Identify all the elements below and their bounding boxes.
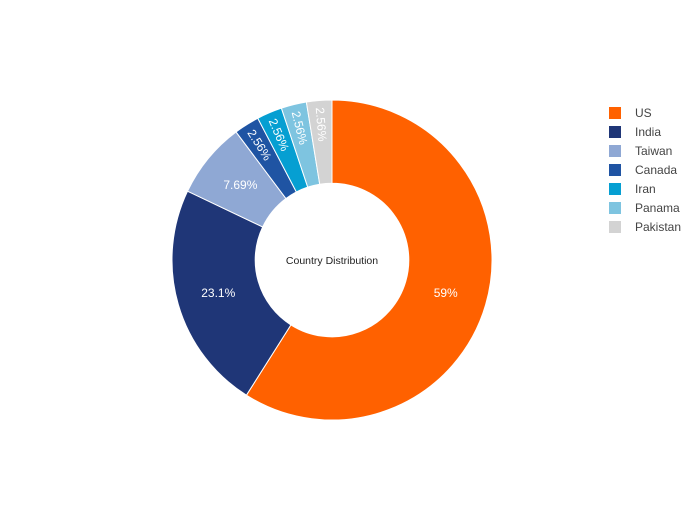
legend-item-taiwan[interactable]: Taiwan xyxy=(609,144,672,158)
legend-swatch-india xyxy=(609,126,621,138)
legend-item-india[interactable]: India xyxy=(609,125,661,139)
legend-label-canada: Canada xyxy=(635,163,677,177)
slice-india[interactable] xyxy=(171,190,292,396)
legend-item-pakistan[interactable]: Pakistan xyxy=(609,220,681,234)
center-label: Country Distribution xyxy=(286,255,378,267)
legend-label-taiwan: Taiwan xyxy=(635,144,672,158)
legend[interactable]: US India Taiwan Canada Iran Panama Pakistan xyxy=(609,106,681,234)
legend-swatch-taiwan xyxy=(609,145,621,157)
legend-label-iran: Iran xyxy=(635,182,656,196)
slice-label-pakistan: 2.56% xyxy=(313,107,330,142)
legend-label-panama: Panama xyxy=(635,201,680,215)
slice-us[interactable] xyxy=(245,99,493,421)
legend-label-india: India xyxy=(635,125,661,139)
legend-swatch-us xyxy=(609,107,621,119)
legend-item-iran[interactable]: Iran xyxy=(609,182,656,196)
legend-swatch-panama xyxy=(609,202,621,214)
legend-item-us[interactable]: US xyxy=(609,106,652,120)
legend-label-pakistan: Pakistan xyxy=(635,220,681,234)
slice-label-us: 59% xyxy=(434,286,458,300)
legend-swatch-canada xyxy=(609,164,621,176)
slice-label-taiwan: 7.69% xyxy=(223,178,257,192)
slice-label-india: 23.1% xyxy=(201,286,235,300)
legend-swatch-iran xyxy=(609,183,621,195)
slice-pakistan[interactable] xyxy=(305,99,333,185)
legend-label-us: US xyxy=(635,106,652,120)
legend-item-panama[interactable]: Panama xyxy=(609,201,680,215)
legend-swatch-pakistan xyxy=(609,221,621,233)
legend-item-canada[interactable]: Canada xyxy=(609,163,677,177)
slices-layer xyxy=(171,99,493,421)
